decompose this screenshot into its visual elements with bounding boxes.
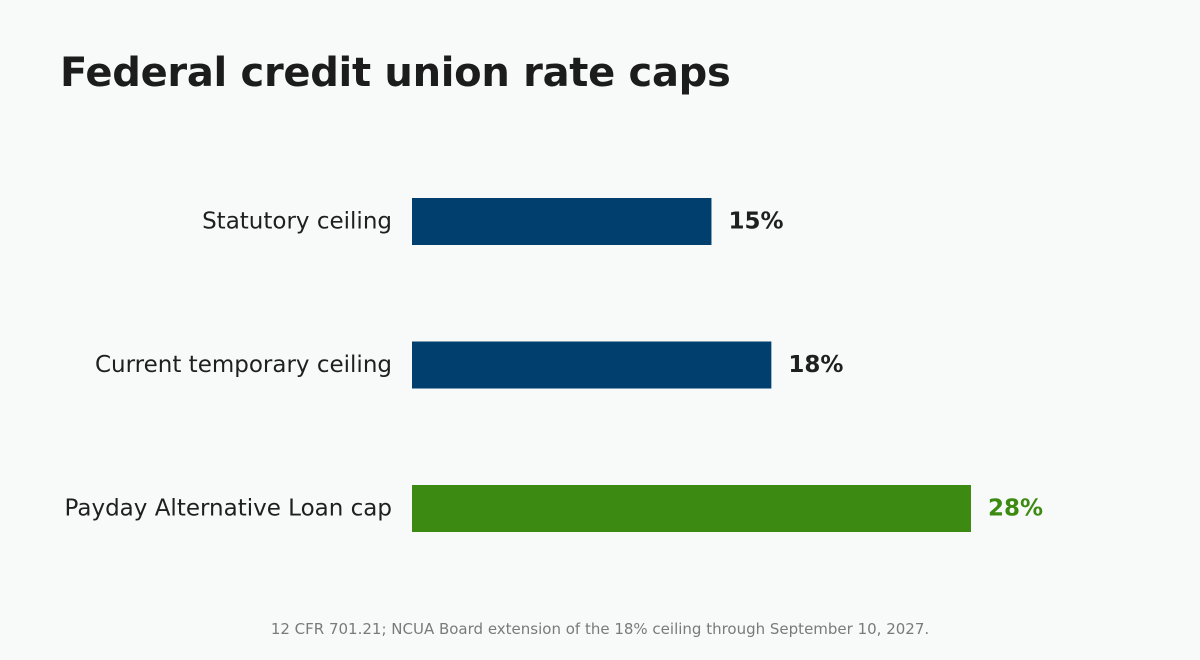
- value-label: 28%: [988, 496, 1043, 522]
- bar: [412, 485, 971, 532]
- source-caption: 12 CFR 701.21; NCUA Board extension of t…: [270, 620, 930, 638]
- chart-title: Federal credit union rate caps: [60, 50, 731, 96]
- bar: [412, 198, 712, 245]
- value-label: 15%: [728, 209, 783, 235]
- bar: [412, 341, 772, 389]
- category-label: Current temporary ceiling: [95, 352, 392, 378]
- category-label: Payday Alternative Loan cap: [65, 496, 392, 522]
- value-label: 18%: [788, 352, 843, 378]
- category-label: Statutory ceiling: [202, 209, 392, 235]
